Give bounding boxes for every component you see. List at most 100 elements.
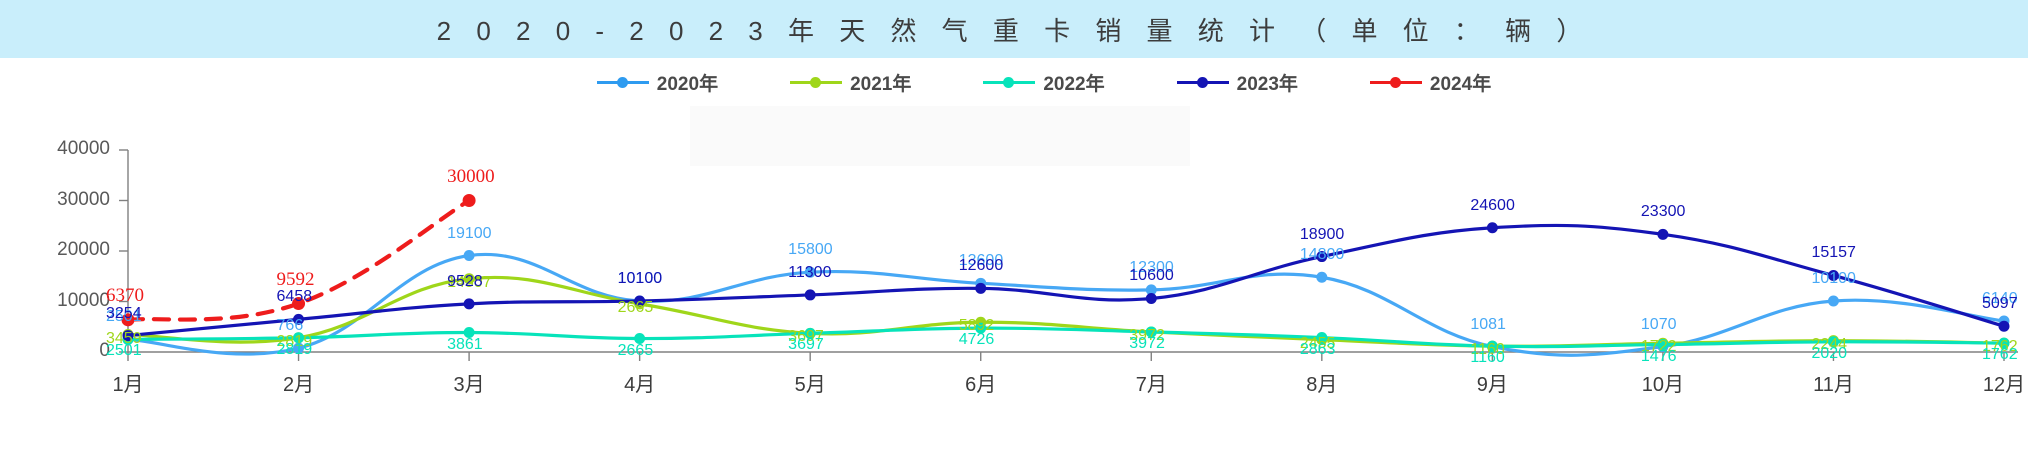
- series-point-2023年: [975, 282, 987, 294]
- x-tick-label: 11月: [1813, 374, 1854, 396]
- series-point-2023年: [463, 298, 475, 310]
- series-point-2022年: [1998, 337, 2010, 349]
- data-label: 1762: [1982, 338, 2018, 356]
- y-tick-label: 10000: [57, 289, 110, 311]
- chart-title-bar: 2 0 2 0 - 2 0 2 3 年 天 然 气 重 卡 销 量 统 计 （ …: [0, 0, 2028, 58]
- data-label: 2665: [617, 341, 654, 359]
- series-point-2023年: [122, 330, 134, 342]
- ghost-rect: [690, 106, 1190, 166]
- x-tick-label: 6月: [965, 374, 997, 396]
- chart-legend: 2020年 2021年 2022年 2023年 2024年: [0, 58, 2028, 106]
- data-label: 1762: [1982, 346, 2018, 364]
- data-label: 1722: [1640, 338, 1677, 356]
- data-label: 2665: [617, 298, 654, 316]
- series-point-2022年: [463, 327, 475, 339]
- x-tick-label: 2月: [282, 374, 315, 396]
- data-label: 2819: [276, 332, 313, 350]
- legend-label-2023: 2023年: [1236, 73, 1298, 95]
- series-point-2023年: [804, 289, 816, 301]
- data-label: 11300: [788, 263, 832, 281]
- data-label: 6458: [276, 288, 313, 306]
- data-label: 23300: [1640, 203, 1686, 221]
- y-tick-label: 40000: [57, 138, 110, 159]
- data-label: 2501: [106, 308, 142, 326]
- legend-item-2022[interactable]: 2022年: [983, 69, 1105, 96]
- data-label: 1160: [1470, 349, 1505, 367]
- series-point-2024年: [462, 194, 476, 207]
- legend-label-2022: 2022年: [1043, 73, 1105, 95]
- data-label: 19100: [447, 224, 492, 242]
- series-point-2023年: [1486, 222, 1498, 234]
- page-title: 2 0 2 0 - 2 0 2 3 年 天 然 气 重 卡 销 量 统 计 （ …: [436, 15, 1592, 46]
- series-point-2023年: [1657, 228, 1669, 240]
- series-point-2022年: [1827, 336, 1839, 348]
- legend-marker-2022: [983, 75, 1036, 89]
- series-point-2022年: [293, 332, 305, 344]
- legend-marker-2020: [596, 75, 649, 89]
- data-label: 2501: [106, 342, 142, 360]
- x-tick-label: 12月: [1982, 374, 2026, 396]
- series-line-2023年: [126, 223, 2006, 338]
- data-label: 1476: [1640, 347, 1677, 365]
- data-label: 14800: [1299, 246, 1345, 264]
- data-label: 10100: [617, 269, 663, 287]
- data-label: 2020: [1811, 344, 1848, 362]
- x-tick-label: 10月: [1641, 374, 1685, 396]
- series-point-2020年: [293, 342, 305, 354]
- x-tick-label: 4月: [624, 374, 656, 396]
- series-point-2022年: [975, 322, 987, 334]
- data-label: 1081: [1470, 315, 1506, 333]
- data-label: 3459: [106, 329, 142, 347]
- data-label: 10100: [1811, 269, 1856, 287]
- legend-marker-2024: [1369, 75, 1422, 89]
- chart-plot-area: 0 10000 20000 30000 40000 1月 2月 3月 4月 5月 6月 7月 8月 9月…: [0, 106, 2028, 449]
- data-label: 15157: [1811, 244, 1856, 262]
- legend-item-2024[interactable]: 2024年: [1369, 69, 1491, 96]
- data-label: 1160: [1470, 341, 1505, 359]
- data-label: 30000: [447, 165, 495, 187]
- series-point-2020年: [1145, 284, 1157, 296]
- series-line-2022年: [126, 326, 2006, 349]
- data-label: 24600: [1470, 196, 1515, 214]
- data-label: 2455: [1299, 334, 1336, 352]
- series-point-2022年: [1316, 332, 1328, 344]
- series-point-2023年: [1998, 320, 2010, 332]
- data-label: 3861: [447, 335, 483, 353]
- data-label: 5097: [1982, 295, 2018, 313]
- data-label: 3697: [788, 328, 824, 346]
- data-label: 6370: [106, 284, 144, 306]
- series-point-2020年: [1827, 295, 1839, 307]
- data-label: 12300: [1129, 258, 1174, 276]
- data-label: 12600: [958, 257, 1004, 275]
- data-label: 15800: [788, 241, 833, 259]
- data-label: 10100: [617, 269, 663, 287]
- legend-item-2023[interactable]: 2023年: [1176, 69, 1298, 96]
- y-tick-label: 20000: [57, 239, 110, 260]
- legend-label-2020: 2020年: [656, 73, 719, 95]
- series-point-2022年: [1145, 326, 1157, 338]
- data-label: 6140: [1982, 289, 2018, 307]
- series-point-2024年: [292, 297, 306, 311]
- series-point-2023年: [1827, 269, 1839, 281]
- data-label: 766: [276, 317, 304, 335]
- x-tick-label: 7月: [1135, 374, 1167, 396]
- data-label: 3254: [106, 304, 142, 322]
- legend-label-2021: 2021年: [850, 73, 912, 95]
- y-tick-label: 0: [99, 340, 110, 361]
- legend-item-2021[interactable]: 2021年: [790, 69, 911, 96]
- data-label: 3972: [1129, 326, 1165, 344]
- x-tick-label: 3月: [453, 374, 485, 396]
- x-tick-label: 5月: [794, 374, 826, 396]
- series-point-2022年: [804, 327, 816, 339]
- x-tick-label: 1月: [112, 374, 144, 396]
- series-point-2023年: [634, 295, 646, 307]
- series-point-2023年: [293, 313, 305, 325]
- series-point-2020年: [1316, 271, 1328, 283]
- data-label: 2244: [1811, 335, 1848, 353]
- data-label: 3972: [1129, 334, 1165, 352]
- legend-marker-2023: [1176, 75, 1229, 89]
- legend-item-2020[interactable]: 2020年: [596, 69, 719, 96]
- data-label: 4726: [958, 331, 995, 349]
- x-tick-label: 8月: [1306, 374, 1338, 396]
- y-tick-label: 30000: [57, 188, 110, 210]
